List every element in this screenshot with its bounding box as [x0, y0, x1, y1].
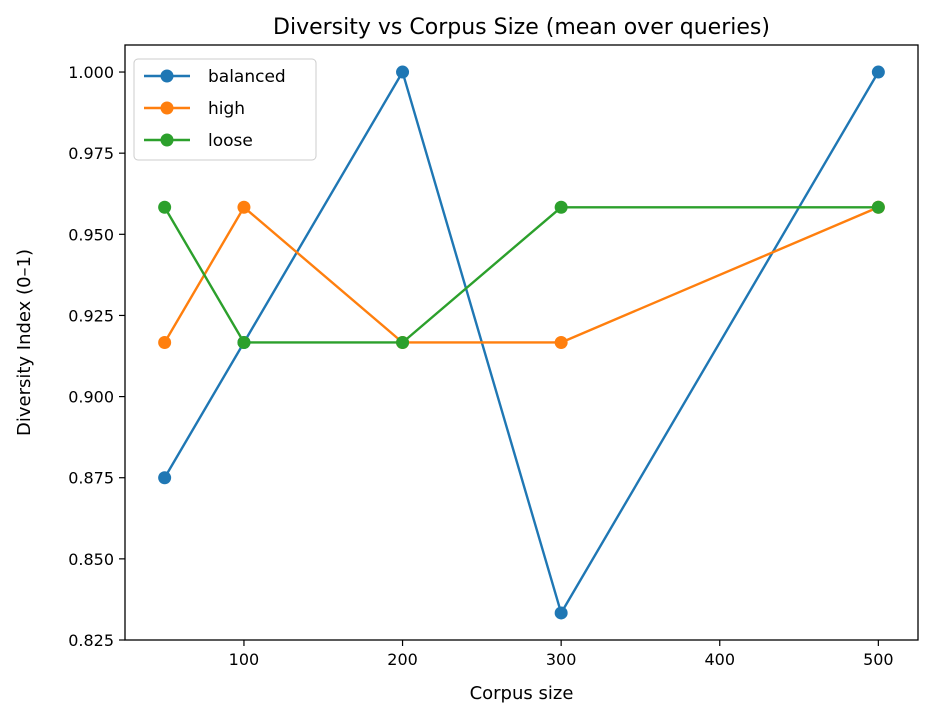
legend-item-balanced: balanced [144, 67, 286, 87]
plot-frame [124, 44, 919, 641]
x-tick-label: 300 [546, 650, 577, 669]
legend-marker [160, 133, 174, 147]
legend-item-loose: loose [144, 131, 253, 151]
legend-label: high [208, 99, 245, 119]
y-tick-label: 0.950 [68, 225, 114, 244]
data-point-loose [237, 335, 251, 349]
y-tick-label: 0.850 [68, 550, 114, 569]
legend-label: balanced [208, 67, 286, 87]
data-point-balanced [871, 65, 885, 79]
data-point-loose [158, 200, 172, 214]
data-point-balanced [554, 606, 568, 620]
y-tick-label: 1.000 [68, 63, 114, 82]
x-tick-label: 500 [863, 650, 894, 669]
x-axis-ticks: 100 200 300 400 500 [229, 640, 894, 669]
series-line-loose [163, 206, 879, 344]
legend-item-high: high [144, 99, 245, 119]
data-point-high [554, 335, 568, 349]
legend-marker [160, 69, 174, 83]
series-line-high [163, 206, 879, 344]
data-point-high [237, 200, 251, 214]
legend-marker [160, 101, 174, 115]
legend: balanced high loose [133, 58, 317, 161]
data-point-loose [554, 200, 568, 214]
data-point-loose [396, 335, 410, 349]
series-high [158, 200, 885, 349]
data-point-loose [871, 200, 885, 214]
y-tick-label: 0.925 [68, 306, 114, 325]
chart-title: Diversity vs Corpus Size (mean over quer… [273, 15, 770, 40]
x-tick-label: 100 [229, 650, 260, 669]
data-point-balanced [396, 65, 410, 79]
legend-label: loose [208, 131, 253, 151]
x-tick-label: 200 [387, 650, 418, 669]
series-layer [158, 65, 885, 620]
y-tick-label: 0.825 [68, 631, 114, 650]
y-tick-label: 0.875 [68, 469, 114, 488]
x-axis-label: Corpus size [470, 683, 574, 704]
y-tick-label: 0.975 [68, 144, 114, 163]
y-axis-label: Diversity Index (0–1) [14, 249, 35, 436]
x-tick-label: 400 [704, 650, 735, 669]
series-loose [158, 200, 885, 349]
data-point-high [158, 335, 172, 349]
data-point-balanced [158, 471, 172, 485]
y-axis-ticks: 0.825 0.850 0.875 0.900 0.925 0.950 0.975 1.000 [68, 63, 125, 650]
legend-box [133, 58, 317, 161]
y-tick-label: 0.900 [68, 388, 114, 407]
